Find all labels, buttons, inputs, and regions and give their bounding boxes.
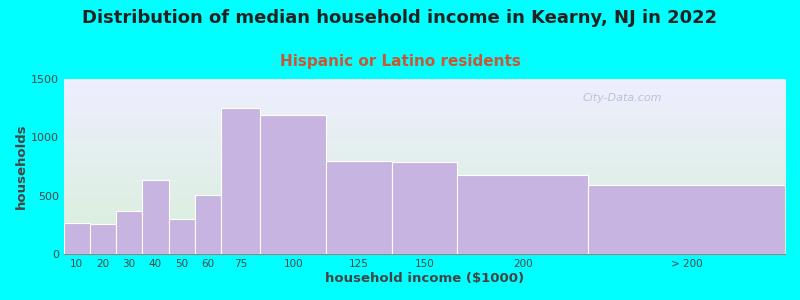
Y-axis label: households: households	[15, 124, 28, 209]
Text: City-Data.com: City-Data.com	[583, 93, 662, 103]
Bar	[260, 115, 326, 254]
Text: Hispanic or Latino residents: Hispanic or Latino residents	[279, 54, 521, 69]
X-axis label: household income ($1000): household income ($1000)	[325, 272, 524, 285]
Bar	[326, 161, 391, 254]
Bar	[169, 219, 194, 254]
Bar	[116, 211, 142, 254]
Text: Distribution of median household income in Kearny, NJ in 2022: Distribution of median household income …	[82, 9, 718, 27]
Bar	[221, 108, 260, 254]
Bar	[90, 224, 116, 254]
Bar	[64, 224, 90, 254]
Bar	[391, 162, 457, 254]
Bar	[142, 179, 169, 254]
Bar	[194, 195, 221, 254]
Bar	[588, 185, 785, 254]
Bar	[457, 175, 588, 254]
